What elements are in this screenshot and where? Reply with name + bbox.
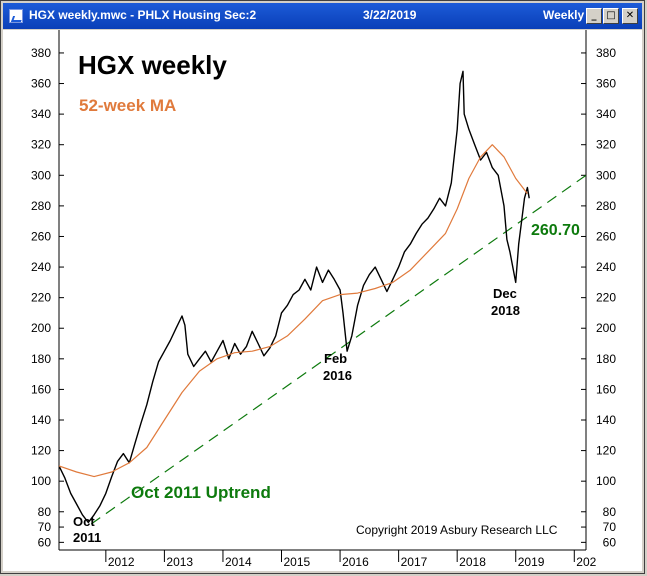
y-tick-label-right: 180: [596, 352, 616, 366]
y-tick-label-left: 220: [31, 291, 51, 305]
y-tick-label-right: 280: [596, 199, 616, 213]
y-tick-label-left: 100: [31, 474, 51, 488]
y-tick-label-left: 340: [31, 107, 51, 121]
y-tick-label-right: 80: [603, 505, 617, 519]
y-tick-label-right: 260: [596, 229, 616, 243]
y-tick-label-left: 260: [31, 229, 51, 243]
x-tick-label: 2017: [401, 555, 428, 569]
y-tick-label-right: 380: [596, 46, 616, 60]
y-tick-label-left: 240: [31, 260, 51, 274]
y-tick-label-left: 140: [31, 413, 51, 427]
y-tick-label-left: 300: [31, 168, 51, 182]
x-tick-label: 2013: [166, 555, 193, 569]
y-tick-label-left: 180: [31, 352, 51, 366]
window-period: Weekly: [543, 8, 585, 22]
chart-app-icon: [9, 9, 23, 23]
feb-label-line1: Feb: [324, 351, 347, 366]
axes: [58, 30, 587, 551]
y-tick-label-right: 320: [596, 138, 616, 152]
y-tick-label-right: 300: [596, 168, 616, 182]
y-tick-label-right: 360: [596, 77, 616, 91]
title-bar[interactable]: HGX weekly.mwc - PHLX Housing Sec:2 3/22…: [3, 3, 642, 29]
level-label: 260.70: [531, 222, 580, 239]
x-tick-label: 2016: [342, 555, 369, 569]
x-tick-label: 2014: [225, 555, 252, 569]
ma-series-line: [58, 144, 528, 478]
chart-area: 60 60 70 70 80 80 100 100 120 120 140 140 160 160 180 1…: [3, 30, 642, 571]
y-tick-label-left: 320: [31, 138, 51, 152]
oct-label-line2: 2011: [73, 530, 101, 545]
oct-label-line1: Oct: [73, 514, 95, 529]
feb-label-line2: 2016: [323, 368, 352, 383]
y-tick-label-left: 160: [31, 382, 51, 396]
trend-label: Oct 2011 Uptrend: [131, 483, 271, 502]
y-tick-label-right: 200: [596, 321, 616, 335]
window-date: 3/22/2019: [363, 8, 417, 22]
x-tick-label: 2019: [518, 555, 545, 569]
minimize-button[interactable]: _: [586, 8, 602, 24]
x-tick-label: 202: [576, 555, 596, 569]
y-tick-label-right: 100: [596, 474, 616, 488]
y-tick-label-right: 340: [596, 107, 616, 121]
x-tick-label: 2015: [284, 555, 311, 569]
chart-title: HGX weekly: [78, 50, 227, 80]
price-series-line: [58, 70, 530, 524]
dec-label-line1: Dec: [493, 286, 517, 301]
y-tick-label-right: 120: [596, 444, 616, 458]
y-tick-label-right: 240: [596, 260, 616, 274]
y-tick-label-right: 70: [603, 520, 617, 534]
ma-label: 52-week MA: [79, 96, 176, 115]
x-tick-label: 2018: [459, 555, 486, 569]
y-tick-label-right: 220: [596, 291, 616, 305]
x-tick-label: 2012: [108, 555, 135, 569]
y-tick-label-left: 120: [31, 444, 51, 458]
y-tick-label-left: 280: [31, 199, 51, 213]
y-tick-label-right: 60: [603, 535, 617, 549]
window-title: HGX weekly.mwc - PHLX Housing Sec:2: [29, 8, 257, 22]
trendline: [90, 174, 587, 525]
series-group: [58, 70, 587, 525]
y-tick-label-left: 60: [38, 535, 52, 549]
y-tick-label-left: 80: [38, 505, 52, 519]
y-tick-label-left: 360: [31, 77, 51, 91]
y-tick-label-left: 380: [31, 46, 51, 60]
maximize-button[interactable]: □: [603, 8, 619, 24]
y-tick-label-right: 160: [596, 382, 616, 396]
dec-label-line2: 2018: [491, 303, 520, 318]
close-button[interactable]: ✕: [622, 8, 638, 24]
y-tick-label-right: 140: [596, 413, 616, 427]
copyright: Copyright 2019 Asbury Research LLC: [356, 523, 558, 537]
y-tick-label-left: 200: [31, 321, 51, 335]
y-tick-label-left: 70: [38, 520, 52, 534]
x-axis-ticks: 2012 2013 2014 2015 2016 2017 2018 2019 202: [105, 550, 597, 569]
